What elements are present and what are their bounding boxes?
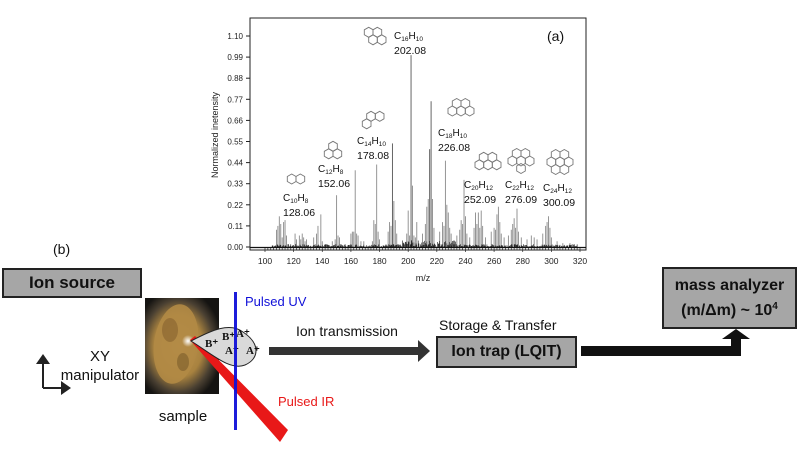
annotation-226.08: C18H10 226.08 (438, 97, 475, 154)
formula-label: C22H12 (505, 180, 534, 192)
y-tick-label: 0.00 (227, 243, 243, 252)
mass-label: 252.09 (464, 194, 496, 206)
formula-label: C12H8 (318, 164, 344, 176)
annotation-202.08: C16H10 202.08 (363, 26, 426, 57)
y-axis-label: Normalized inetensity (210, 91, 220, 178)
xy-label: XY (90, 348, 110, 365)
ion-a3: A⁺ (246, 345, 260, 357)
ion-transmission-arrow (269, 340, 430, 362)
ion-source-label: Ion source (29, 273, 115, 292)
x-tick-label: 200 (401, 256, 415, 266)
benzopyrene-structure-icon (474, 151, 502, 171)
mass-label: 226.08 (438, 142, 470, 154)
x-tick-label: 260 (487, 256, 501, 266)
benzoperylene-structure-icon (507, 147, 535, 175)
x-tick-label: 280 (516, 256, 530, 266)
xy-axes-icon (36, 354, 71, 395)
ion-a1: A⁺ (236, 328, 250, 340)
annotation-152.06: C12H8 152.06 (318, 140, 350, 190)
storage-transfer-label: Storage & Transfer (439, 317, 557, 333)
y-tick-label: 0.55 (227, 138, 243, 147)
annotation-276.09: C22H12 276.09 (505, 147, 537, 206)
x-tick-label: 120 (287, 256, 301, 266)
y-tick-label: 0.66 (227, 116, 243, 125)
mass-label: 276.09 (505, 194, 537, 206)
baseline-noise (250, 240, 586, 249)
x-tick-label: 180 (372, 256, 386, 266)
y-tick-label: 0.77 (227, 95, 243, 104)
x-axis-label: m/z (416, 273, 431, 283)
peaks (276, 55, 571, 247)
ion-source-box: Ion source (2, 268, 142, 298)
manipulator-label: manipulator (61, 367, 139, 384)
uv-laser-beam (234, 292, 237, 430)
peak-annotations: C10H8 128.06 C12H8 152.06 C14H10 178.08 C16H10… (283, 26, 575, 219)
mass-label: 300.09 (543, 197, 575, 209)
x-tick-label: 160 (344, 256, 358, 266)
y-tick-label: 0.88 (227, 74, 243, 83)
mass-label: 128.06 (283, 207, 315, 219)
y-tick-label: 0.22 (227, 201, 243, 210)
y-tick-label: 0.44 (227, 159, 243, 168)
coronene-structure-icon (546, 148, 574, 176)
x-axis: 100 120 140 160 180 200 220 240 260 280 300 320 (258, 248, 587, 266)
mass-analyzer-label: mass analyzer (674, 277, 785, 294)
ion-transmission-label: Ion transmission (296, 323, 398, 339)
x-tick-label: 240 (458, 256, 472, 266)
formula-label: C14H10 (357, 136, 386, 148)
y-tick-label: 0.11 (228, 222, 244, 231)
mass-label: 178.08 (357, 150, 389, 162)
ion-trap-label: Ion trap (LQIT) (451, 343, 562, 360)
formula-label: C10H8 (283, 193, 309, 205)
panel-label-a: (a) (547, 28, 564, 44)
mass-label: 152.06 (318, 178, 350, 190)
resolution-text: (m/Δm) ~ 10 (681, 302, 773, 319)
pulsed-ir-label: Pulsed IR (278, 394, 334, 409)
formula-label: C24H12 (543, 183, 572, 195)
formula-label: C20H12 (464, 180, 493, 192)
plot-frame (249, 17, 587, 251)
acenaphthylene-structure-icon (323, 140, 343, 160)
mass-spectrum-chart: 0.00 0.11 0.22 0.33 0.44 0.55 0.66 0.77 0.88 0.99… (210, 17, 587, 283)
ion-b1: B⁺ (205, 338, 218, 350)
x-tick-label: 100 (258, 256, 272, 266)
ion-plume (189, 327, 257, 367)
y-tick-label: 1.10 (227, 32, 243, 41)
x-tick-label: 300 (544, 256, 558, 266)
panel-label-b: (b) (53, 241, 70, 257)
cyclopenta-pyrene-structure-icon (447, 97, 475, 117)
transfer-to-analyzer-arrow (581, 329, 750, 356)
mass-analyzer-box: mass analyzer (m/Δm) ~ 104 (662, 267, 797, 329)
sample-photo (145, 298, 219, 394)
ion-trap-box: Ion trap (LQIT) (436, 336, 577, 368)
ion-b2: B⁺ (222, 331, 235, 343)
naphthalene-structure-icon (286, 173, 306, 185)
x-tick-label: 220 (430, 256, 444, 266)
mass-label: 202.08 (394, 45, 426, 57)
ir-laser-beam (190, 336, 288, 442)
y-axis: 0.00 0.11 0.22 0.33 0.44 0.55 0.66 0.77 0.88 0.99… (227, 32, 250, 252)
pyrene-structure-icon (363, 26, 387, 46)
phenanthrene-structure-icon (361, 110, 385, 130)
annotation-300.09: C24H12 300.09 (543, 148, 575, 209)
formula-label: C16H10 (394, 31, 423, 43)
resolution-label: (m/Δm) ~ 104 (681, 296, 778, 321)
x-tick-label: 320 (573, 256, 587, 266)
annotation-252.09: C20H12 252.09 (464, 151, 502, 206)
pulsed-uv-label: Pulsed UV (245, 294, 307, 309)
x-tick-label: 140 (315, 256, 329, 266)
formula-label: C18H10 (438, 128, 467, 140)
y-tick-label: 0.99 (227, 53, 243, 62)
annotation-178.08: C14H10 178.08 (357, 110, 389, 162)
resolution-exponent: 4 (772, 301, 778, 312)
annotation-128.06: C10H8 128.06 (283, 173, 315, 219)
sample-label: sample (159, 408, 207, 425)
y-tick-label: 0.33 (227, 180, 243, 189)
